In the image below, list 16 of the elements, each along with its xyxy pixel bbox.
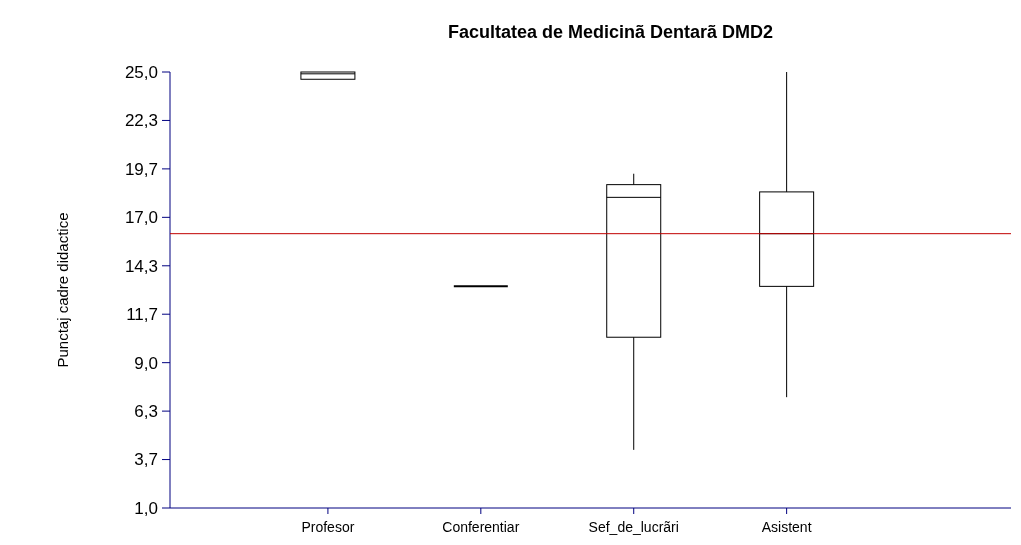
y-tick-label: 14,3 [124,256,158,276]
y-tick-label: 19,7 [124,159,158,179]
x-tick-label: Sef_de_lucrãri [588,519,679,535]
y-tick-label: 22,3 [124,111,158,131]
x-tick-label: Profesor [301,519,355,535]
y-tick-label: 25,0 [124,62,158,82]
y-axis-title: Punctaj cadre didactice [54,212,71,368]
y-tick-label: 6,3 [134,402,158,422]
y-tick-label: 3,7 [134,450,158,470]
x-tick-label: Conferentiar [442,519,520,535]
y-tick-label: 1,0 [134,498,158,518]
y-tick-label: 11,7 [126,305,158,325]
y-tick-label: 9,0 [134,353,158,373]
x-tick-label: Asistent [761,519,812,535]
y-tick-label: 17,0 [124,208,158,228]
chart-title: Facultatea de Medicinã Dentarã DMD2 [447,22,774,42]
